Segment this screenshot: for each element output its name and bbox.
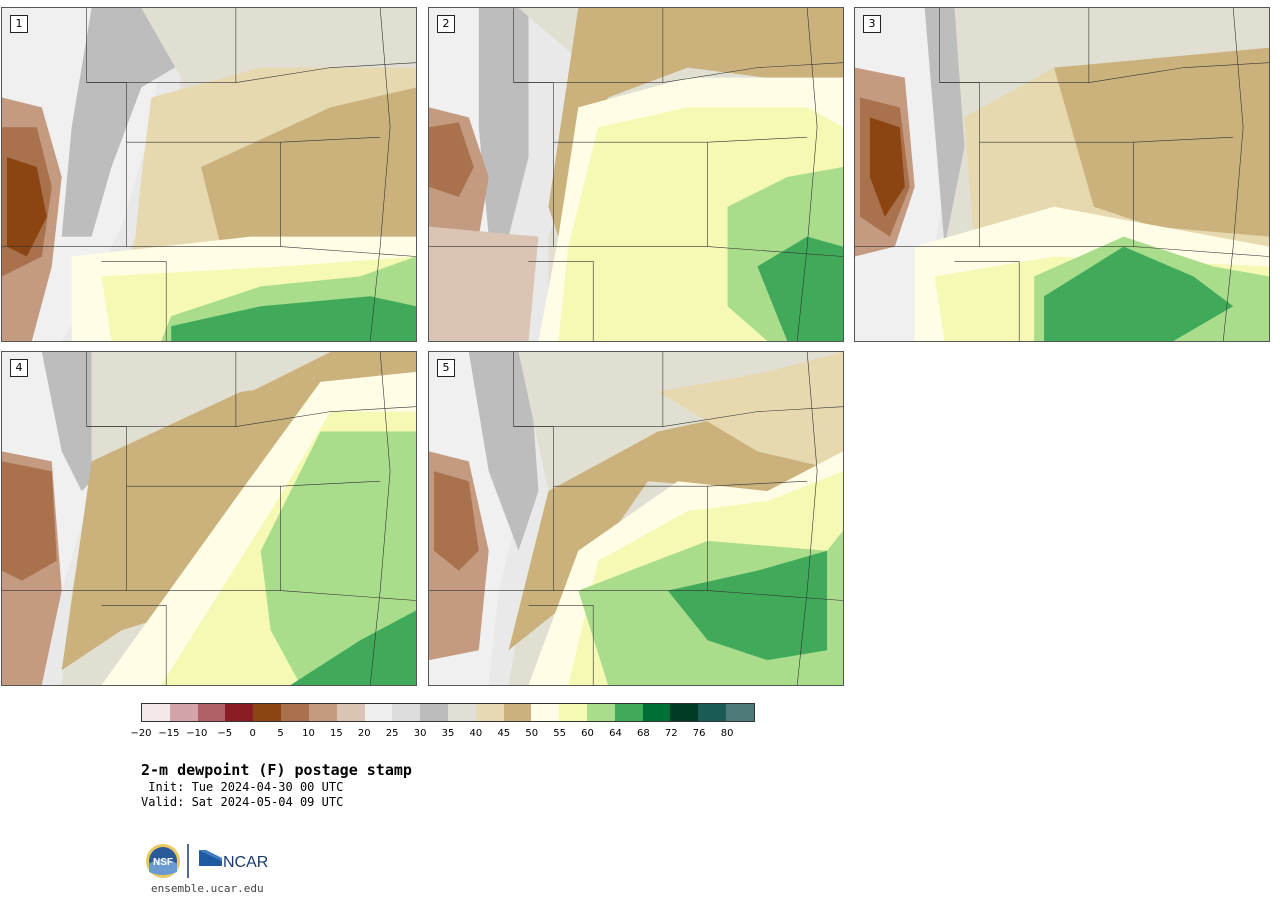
colorbar-tick-label: −5	[217, 728, 233, 739]
nsf-logo-text: NSF	[153, 857, 173, 868]
colorbar-tick-label: 68	[636, 728, 650, 739]
dewpoint-map-4	[2, 352, 416, 685]
valid-time: Valid: Sat 2024-05-04 09 UTC	[141, 795, 344, 809]
colorbar-tick-label: −20	[130, 728, 152, 739]
ncar-logo-text: NCAR	[223, 854, 268, 871]
panel-number: 3	[863, 15, 881, 33]
colorbar-swatch	[169, 704, 198, 721]
map-panel-5: 5	[428, 351, 844, 686]
colorbar-swatch	[308, 704, 337, 721]
colorbar-tick-label: 10	[302, 728, 315, 739]
colorbar-swatch	[531, 704, 560, 721]
colorbar-tick-label: 76	[692, 728, 706, 739]
colorbar-tick-label: 20	[357, 728, 371, 739]
colorbar-swatch	[142, 704, 170, 721]
colorbar-tick-label: 30	[413, 728, 427, 739]
colorbar-swatch	[364, 704, 393, 721]
panel-number: 5	[437, 359, 455, 377]
colorbar-swatch	[587, 704, 615, 721]
website-url: ensemble.ucar.edu	[151, 882, 264, 895]
colorbar-swatch	[642, 704, 671, 721]
dewpoint-map-3	[855, 8, 1269, 341]
colorbar-tick-label: 15	[329, 728, 343, 739]
map-panel-2: 2	[428, 7, 844, 342]
colorbar-tick-label: 40	[469, 728, 483, 739]
colorbar-tick-label: 60	[581, 728, 594, 739]
colorbar-swatch	[670, 704, 699, 721]
colorbar-swatch	[475, 704, 504, 721]
panel-number: 4	[10, 359, 28, 377]
ncar-logo: NCAR	[199, 850, 268, 871]
colorbar-swatch	[503, 704, 532, 721]
colorbar-swatch	[281, 704, 309, 721]
colorbar-tick-label: −10	[186, 728, 208, 739]
panel-number: 2	[437, 15, 455, 33]
colorbar-swatch	[253, 704, 282, 721]
colorbar-tick-label: 55	[553, 728, 566, 739]
colorbar-tick-label: 35	[441, 728, 455, 739]
map-panel-1: 1	[1, 7, 417, 342]
colorbar-swatch	[698, 704, 727, 721]
colorbar-swatch	[392, 704, 421, 721]
plot-title: 2-m dewpoint (F) postage stamp	[141, 761, 412, 779]
colorbar-swatch	[726, 704, 754, 721]
colorbar-tick-label: 45	[497, 728, 511, 739]
panel-number: 1	[10, 15, 28, 33]
colorbar-tick-label: 5	[277, 728, 284, 739]
map-panel-3: 3	[854, 7, 1270, 342]
colorbar	[141, 703, 755, 722]
map-panel-4: 4	[1, 351, 417, 686]
colorbar-tick-label: −15	[158, 728, 180, 739]
colorbar-tick-label: 64	[609, 728, 622, 739]
colorbar-tick-label: 80	[720, 728, 734, 739]
colorbar-tick-label: 25	[385, 728, 399, 739]
logos: NSF NCAR	[146, 844, 268, 878]
colorbar-swatch	[420, 704, 448, 721]
colorbar-tick-label: 0	[249, 728, 256, 739]
init-time: Init: Tue 2024-04-30 00 UTC	[141, 780, 344, 794]
colorbar-swatch	[336, 704, 365, 721]
dewpoint-map-2	[429, 8, 843, 341]
colorbar-swatch	[559, 704, 587, 721]
colorbar-swatch	[614, 704, 643, 721]
colorbar-swatch	[225, 704, 254, 721]
colorbar-swatch	[197, 704, 226, 721]
colorbar-swatch	[447, 704, 476, 721]
dewpoint-map-1	[2, 8, 416, 341]
colorbar-tick-label: 72	[664, 728, 678, 739]
colorbar-tick-label: 50	[525, 728, 539, 739]
nsf-logo: NSF	[146, 844, 180, 878]
dewpoint-map-5	[429, 352, 843, 685]
